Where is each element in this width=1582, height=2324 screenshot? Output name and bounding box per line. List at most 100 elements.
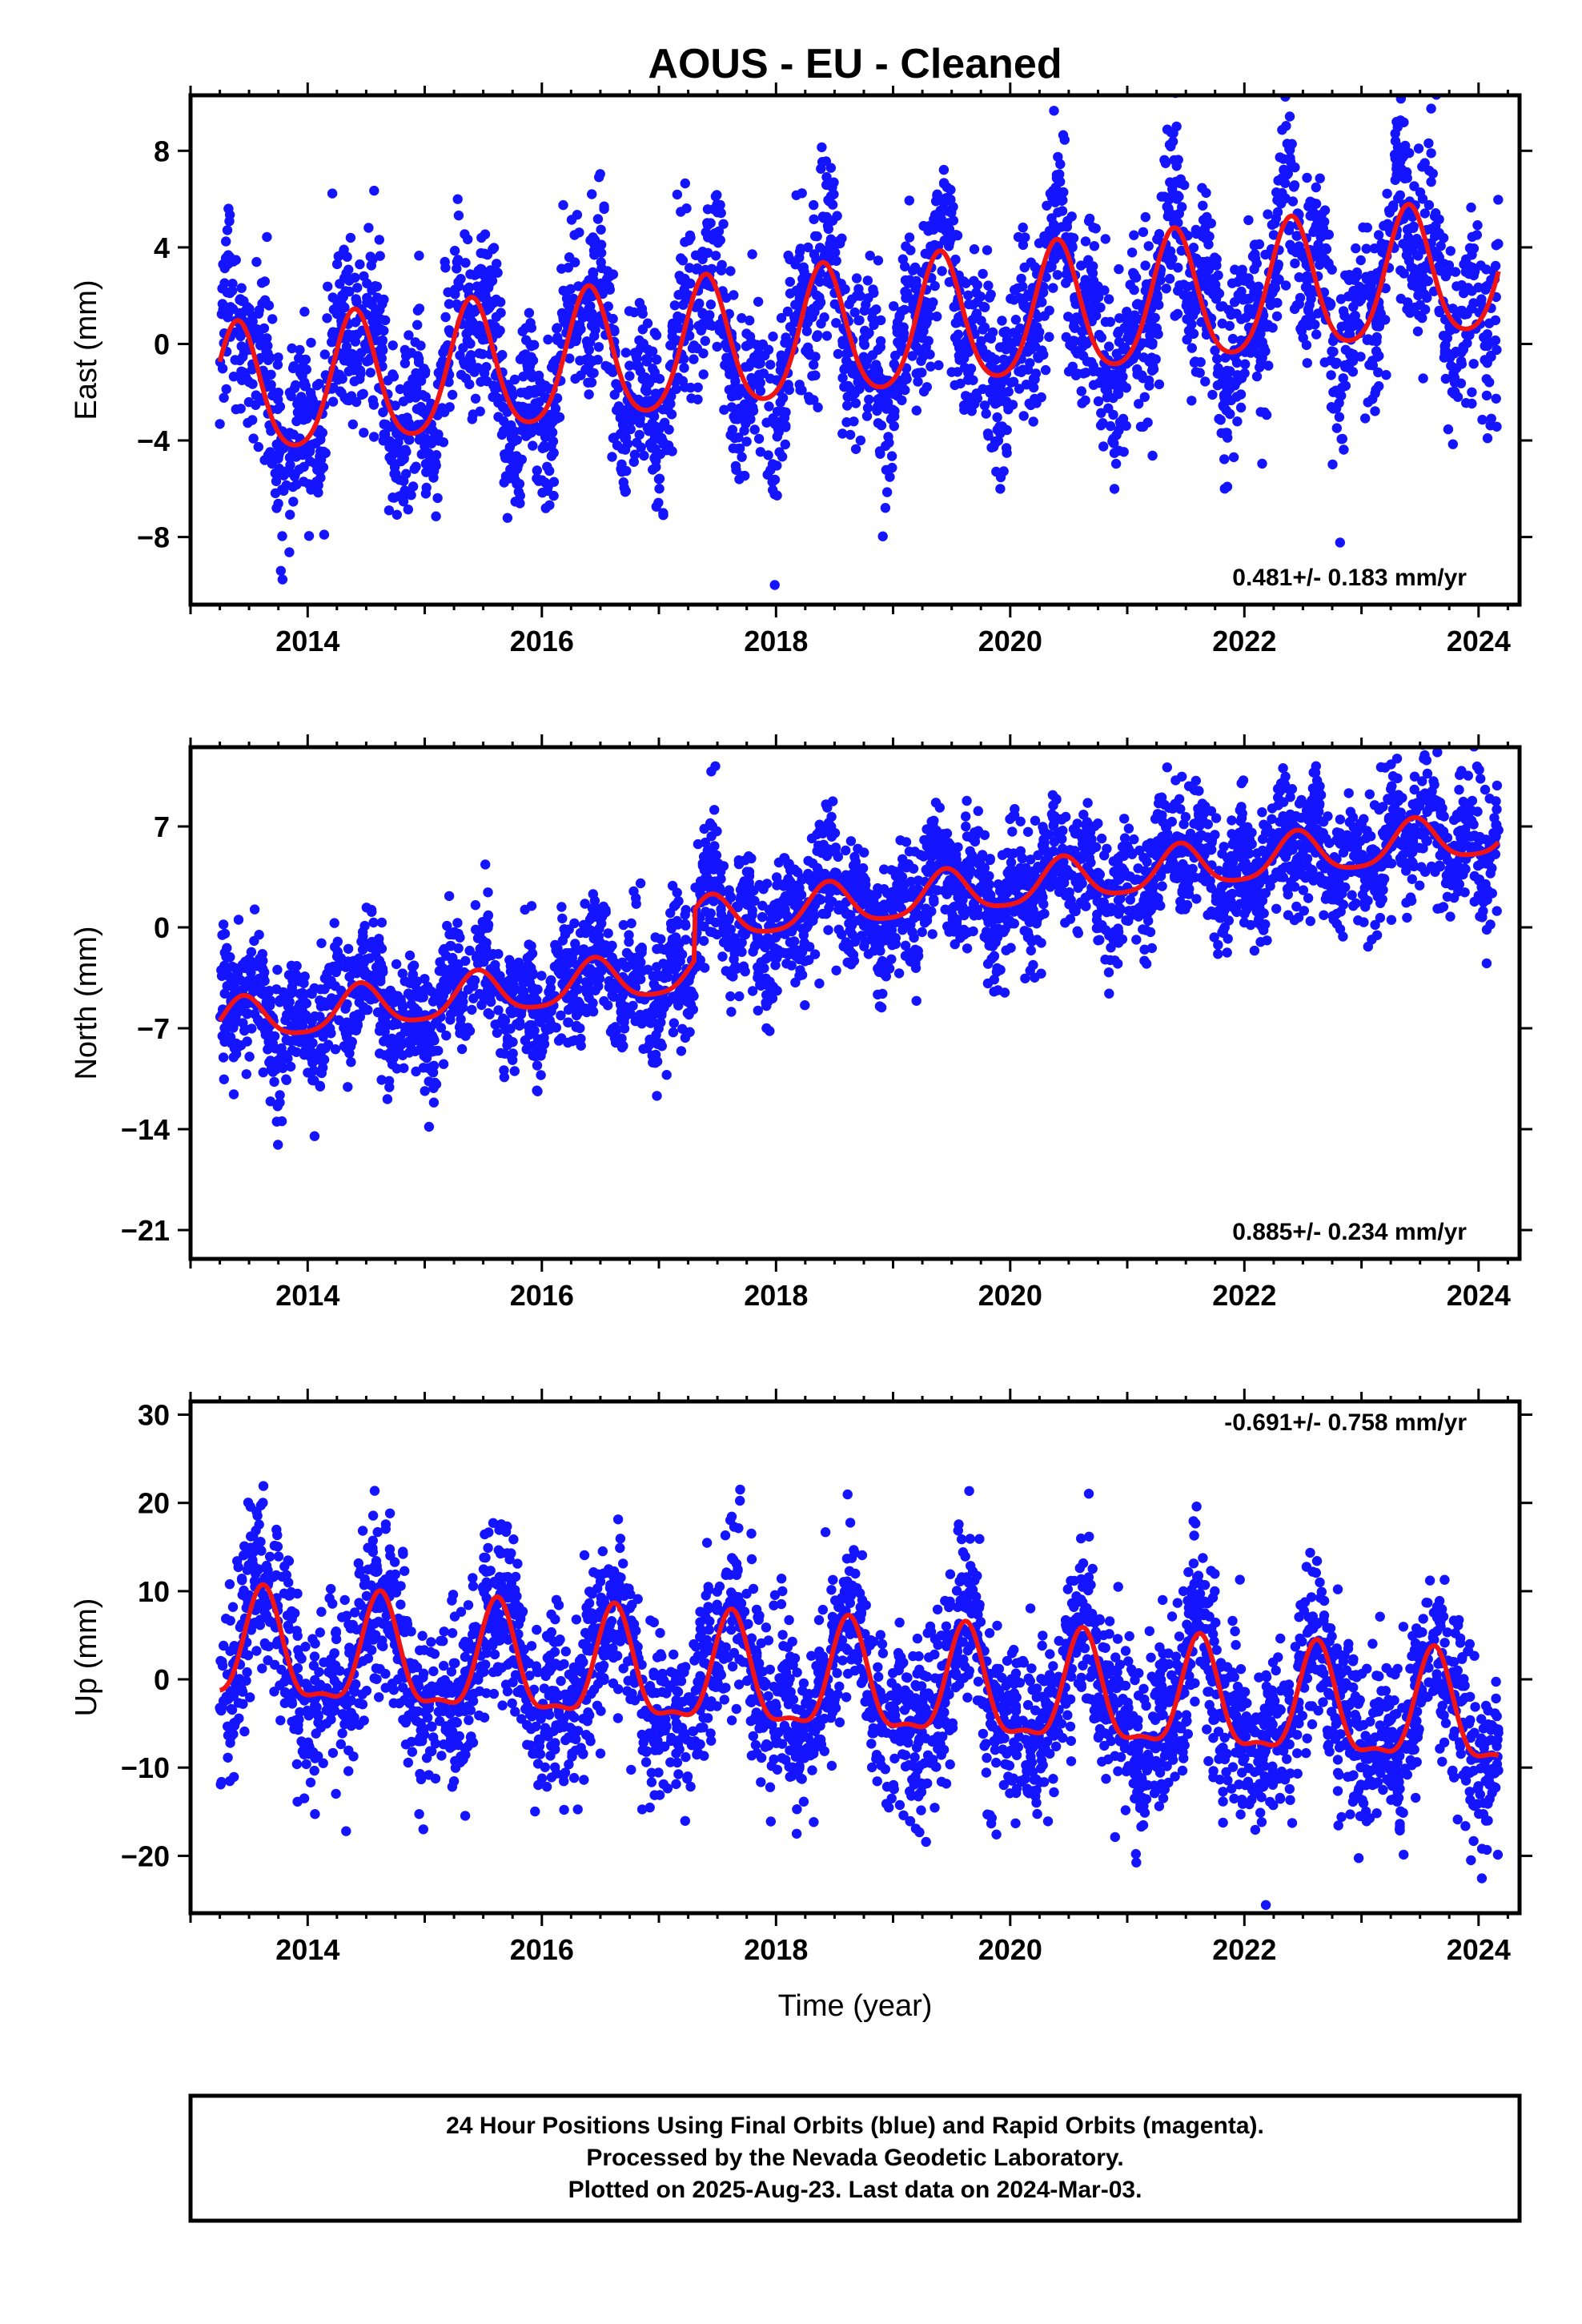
data-point — [319, 446, 329, 457]
data-point — [981, 408, 991, 419]
data-point — [492, 392, 503, 403]
data-point — [319, 529, 330, 540]
data-point — [1259, 407, 1270, 418]
data-point — [1103, 379, 1114, 389]
figure-title: AOUS - EU - Cleaned — [648, 41, 1062, 87]
data-point — [1014, 366, 1024, 376]
data-point — [1022, 291, 1034, 302]
data-point — [408, 481, 419, 492]
data-point — [821, 179, 832, 191]
data-point — [1479, 332, 1489, 343]
data-point — [515, 490, 525, 501]
data-point — [817, 142, 827, 153]
data-point — [231, 255, 241, 265]
data-point — [1315, 173, 1325, 183]
data-point — [1209, 932, 1219, 943]
data-point — [510, 460, 520, 470]
data-point — [825, 163, 837, 173]
data-point — [599, 203, 609, 215]
data-point — [251, 400, 261, 410]
data-point — [238, 352, 248, 362]
data-point — [702, 204, 713, 215]
data-point — [1080, 395, 1090, 406]
data-point — [1326, 370, 1336, 380]
data-point — [515, 498, 525, 509]
data-point — [1227, 815, 1237, 826]
data-point — [809, 307, 820, 317]
data-point — [227, 285, 238, 296]
data-point — [586, 377, 597, 388]
data-point — [655, 448, 665, 460]
data-point — [733, 432, 744, 443]
data-point — [946, 367, 957, 377]
data-point — [1299, 906, 1310, 916]
data-point — [876, 420, 887, 431]
data-point — [411, 461, 421, 472]
data-point — [841, 417, 852, 428]
data-point — [223, 250, 234, 260]
data-point — [604, 364, 615, 375]
data-point — [574, 227, 584, 238]
data-point — [1007, 826, 1018, 837]
data-point — [962, 795, 972, 806]
data-point — [1492, 344, 1502, 356]
data-point — [472, 281, 483, 292]
data-point — [287, 481, 299, 493]
data-point — [243, 417, 253, 428]
data-point — [1280, 280, 1291, 291]
data-point — [604, 281, 615, 292]
data-point — [452, 299, 462, 310]
data-point — [647, 346, 658, 356]
data-point — [1066, 240, 1078, 251]
data-point — [1409, 239, 1420, 250]
data-point — [1220, 428, 1231, 438]
data-point — [608, 432, 619, 444]
data-point — [449, 245, 460, 256]
data-point — [1265, 300, 1276, 311]
data-point — [1022, 826, 1034, 838]
data-point — [1153, 329, 1163, 340]
data-point — [1403, 297, 1413, 308]
data-point — [314, 379, 324, 389]
data-point — [837, 233, 847, 243]
data-point — [698, 369, 709, 380]
data-point — [1467, 250, 1477, 260]
data-point — [363, 223, 374, 233]
data-point — [525, 340, 536, 350]
data-point — [904, 195, 915, 206]
data-point — [1417, 776, 1427, 786]
data-point — [1392, 122, 1403, 132]
data-point — [470, 393, 481, 404]
data-point — [774, 447, 785, 457]
data-point — [1467, 304, 1477, 314]
data-point — [391, 509, 402, 520]
data-point — [552, 323, 563, 333]
data-point — [1351, 271, 1362, 281]
data-point — [273, 453, 283, 464]
data-point — [901, 374, 912, 384]
data-point — [853, 315, 864, 326]
data-point — [1212, 368, 1223, 379]
data-point — [624, 371, 635, 381]
data-point — [620, 348, 631, 358]
data-point — [1449, 372, 1460, 383]
data-point — [472, 363, 483, 373]
data-point — [1364, 789, 1375, 799]
data-point — [953, 338, 963, 348]
data-point — [1373, 230, 1384, 240]
y-tick-label: −8 — [137, 521, 170, 554]
data-point — [850, 398, 861, 408]
data-point — [778, 407, 789, 417]
data-point — [1360, 413, 1371, 424]
data-point — [1412, 326, 1423, 336]
data-point — [746, 372, 757, 384]
data-point — [740, 470, 750, 481]
data-point — [1240, 359, 1251, 369]
data-point — [1118, 447, 1129, 457]
data-point — [1358, 285, 1368, 296]
data-point — [585, 337, 596, 348]
data-point — [1113, 328, 1123, 339]
data-point — [576, 324, 586, 335]
data-point — [558, 199, 568, 211]
data-point — [1009, 295, 1019, 305]
